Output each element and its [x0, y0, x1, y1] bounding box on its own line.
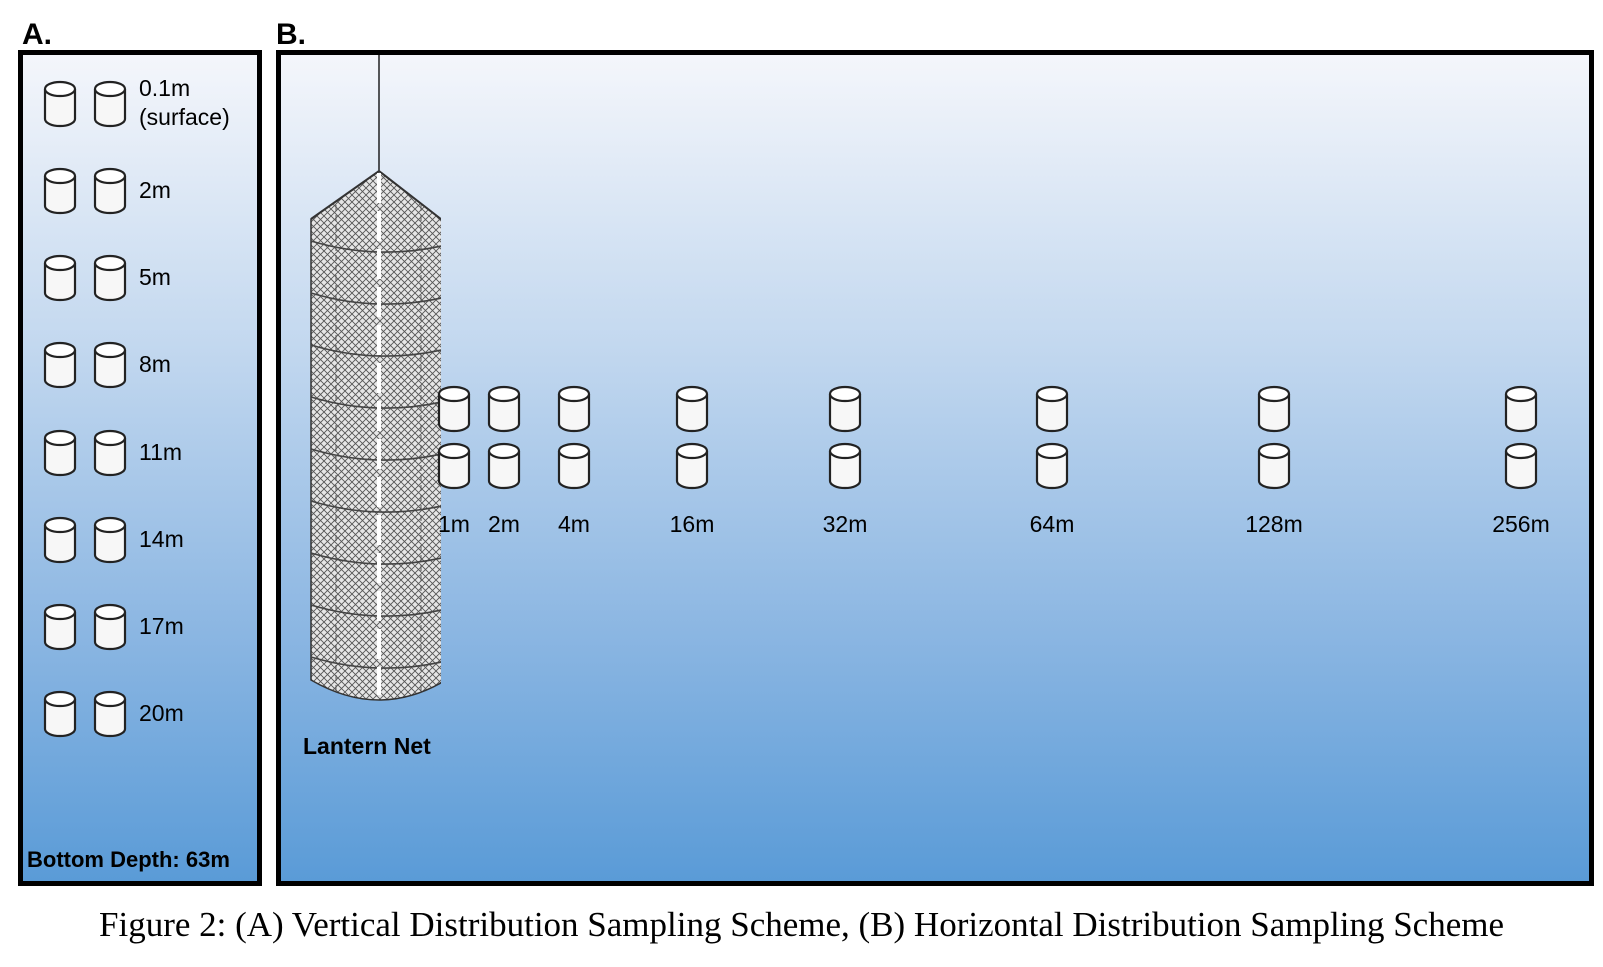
- vertical-distribution-panel: 0.1m (surface) 2m 5m 8m 11m 14m 17m 20m …: [18, 50, 262, 886]
- cylinder-icon: [93, 341, 127, 389]
- panel-b-letter: B.: [276, 18, 306, 51]
- cylinder-icon: [557, 385, 591, 433]
- lantern-net-icon: [310, 55, 441, 701]
- cylinder-icon: [1035, 442, 1069, 490]
- distance-label: 16m: [669, 511, 715, 537]
- cylinder-icon: [828, 385, 862, 433]
- cylinder-icon: [487, 385, 521, 433]
- bottom-depth-label: Bottom Depth: 63m: [27, 847, 230, 872]
- cylinder-icon: [43, 341, 77, 389]
- cylinder-icon: [1504, 442, 1538, 490]
- cylinder-icon: [93, 80, 127, 128]
- depth-label: 14m: [139, 526, 184, 552]
- cylinder-icon: [43, 80, 77, 128]
- panel-a-letter: A.: [22, 18, 52, 51]
- depth-label: 20m: [139, 700, 184, 726]
- distance-label: 2m: [488, 511, 520, 537]
- depth-label-sub: (surface): [139, 104, 230, 130]
- cylinder-icon: [93, 254, 127, 302]
- cylinder-icon: [93, 516, 127, 564]
- depth-label: 8m: [139, 351, 171, 377]
- cylinder-icon: [1504, 385, 1538, 433]
- cylinder-icon: [1257, 442, 1291, 490]
- cylinder-icon: [675, 385, 709, 433]
- distance-label: 256m: [1492, 511, 1550, 537]
- cylinder-icon: [43, 603, 77, 651]
- distance-label: 128m: [1245, 511, 1303, 537]
- cylinder-icon: [43, 690, 77, 738]
- distance-label: 4m: [558, 511, 590, 537]
- cylinder-icon: [487, 442, 521, 490]
- cylinder-icon: [828, 442, 862, 490]
- cylinder-icon: [1257, 385, 1291, 433]
- depth-label: 17m: [139, 613, 184, 639]
- cylinder-icon: [1035, 385, 1069, 433]
- cylinder-icon: [43, 254, 77, 302]
- depth-label: 2m: [139, 177, 171, 203]
- distance-label: 32m: [822, 511, 868, 537]
- cylinder-icon: [675, 442, 709, 490]
- cylinder-icon: [43, 516, 77, 564]
- depth-label: 0.1m: [139, 75, 191, 101]
- horizontal-distribution-panel: Lantern Net 1m 2m 4m 16m 32m 64m 128m 25…: [276, 50, 1594, 886]
- cylinder-icon: [43, 167, 77, 215]
- depth-label: 11m: [139, 439, 183, 465]
- lantern-net-label: Lantern Net: [303, 733, 431, 759]
- cylinder-icon: [93, 429, 127, 477]
- cylinder-icon: [437, 385, 471, 433]
- cylinder-icon: [557, 442, 591, 490]
- depth-label: 5m: [139, 264, 171, 290]
- distance-label: 1m: [438, 511, 470, 537]
- figure-caption: Figure 2: (A) Vertical Distribution Samp…: [99, 905, 1504, 944]
- cylinder-icon: [93, 690, 127, 738]
- cylinder-icon: [93, 603, 127, 651]
- distance-label: 64m: [1029, 511, 1075, 537]
- cylinder-icon: [43, 429, 77, 477]
- cylinder-icon: [437, 442, 471, 490]
- cylinder-icon: [93, 167, 127, 215]
